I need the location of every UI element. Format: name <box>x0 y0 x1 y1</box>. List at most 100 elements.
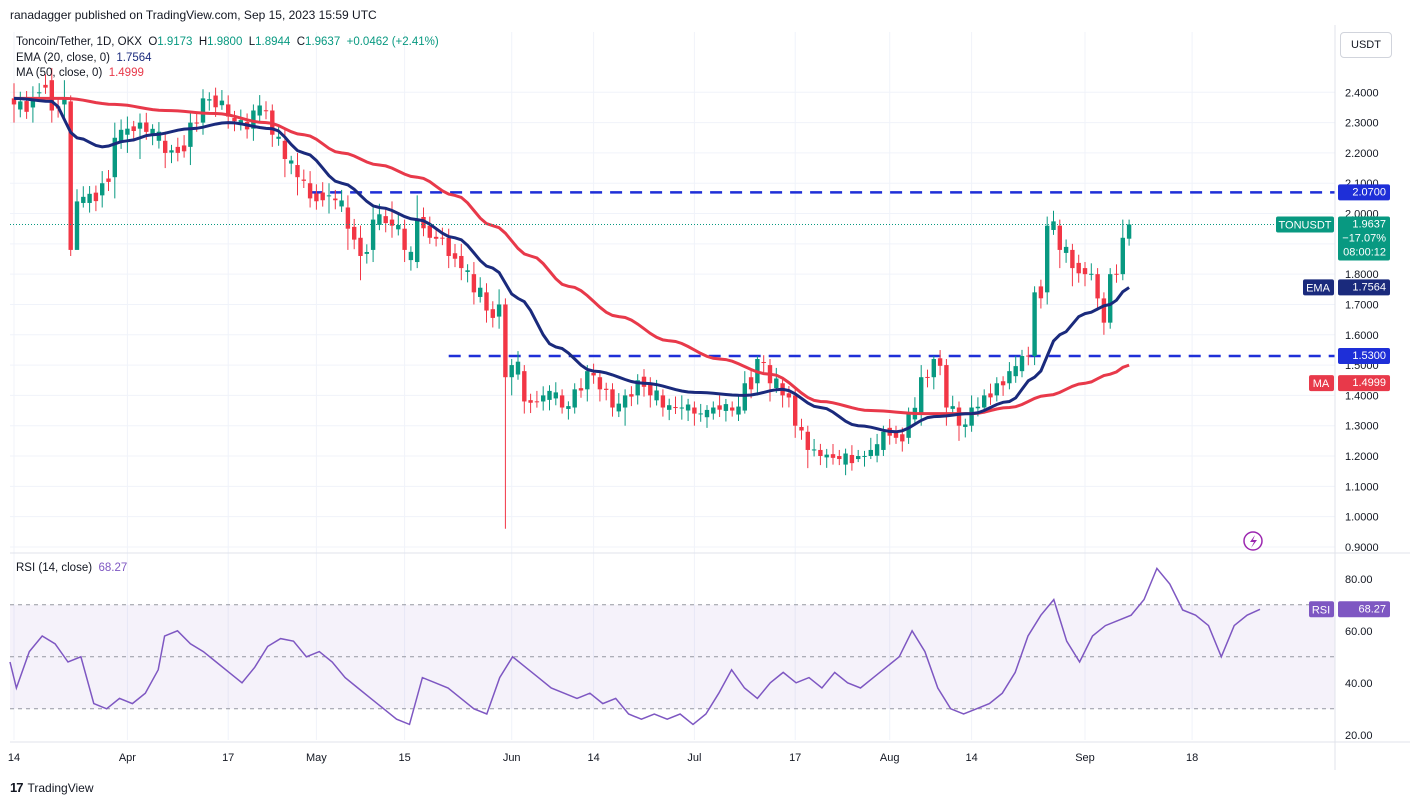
candle-body <box>622 395 628 408</box>
candle-body <box>282 140 288 159</box>
last-price-tag-text: 1.9637 <box>1352 218 1386 230</box>
ma-value-tag-box <box>1338 375 1390 392</box>
ma-legend-value: 1.4999 <box>108 67 144 79</box>
candle-body <box>1120 237 1125 275</box>
candlesticks <box>11 68 1132 529</box>
candle-body <box>484 292 489 311</box>
candle-body <box>742 383 747 411</box>
ma-50-line <box>14 96 1130 416</box>
symbol-tag-box <box>1276 216 1334 233</box>
candle-body <box>616 403 621 412</box>
ma-legend-row[interactable]: MA (50, close, 0) 1.4999 <box>16 66 439 82</box>
candle-body <box>944 365 949 408</box>
candle-body <box>774 378 779 389</box>
candle-body <box>730 407 735 411</box>
candle-body <box>994 383 999 396</box>
candle-body <box>383 216 388 224</box>
candle-body <box>805 431 810 450</box>
candle-body <box>446 237 451 256</box>
rsi-legend[interactable]: RSI (14, close) 68.27 <box>16 562 127 574</box>
time-tick-label: 18 <box>1186 752 1198 764</box>
candle-body <box>1095 274 1100 299</box>
open-key: O <box>148 36 158 48</box>
time-tick-label: 14 <box>965 752 977 764</box>
candle-body <box>459 255 464 269</box>
candle-body <box>1126 224 1132 239</box>
candle-body <box>87 193 92 203</box>
candle-body <box>421 217 426 229</box>
candle-body <box>408 251 414 261</box>
candle-body <box>175 146 180 153</box>
candle-body <box>862 455 867 457</box>
candle-body <box>289 160 294 164</box>
close-key: C <box>296 36 306 48</box>
ema-label-text: EMA <box>1306 282 1331 294</box>
candle-body <box>106 178 111 182</box>
candle-body <box>74 201 80 250</box>
candle-body <box>1026 355 1031 357</box>
candle-body <box>610 389 615 408</box>
ema-label-box <box>1303 279 1334 296</box>
candle-body <box>723 404 729 411</box>
candle-body <box>213 95 218 108</box>
time-tick-label: 14 <box>587 752 599 764</box>
candle-body <box>402 228 407 250</box>
candle-body <box>345 207 351 229</box>
candle-body <box>1101 298 1107 323</box>
tradingview-logo[interactable]: 17 TradingView <box>10 780 94 795</box>
low-value: 1.8944 <box>255 36 291 48</box>
candle-body <box>295 165 300 178</box>
rsi-value-tag-text: 68.27 <box>1358 603 1386 615</box>
rsi-tick-label: 40.00 <box>1345 678 1373 690</box>
ema-value-tag-box <box>1338 279 1390 296</box>
symbol-tag-text: TONUSDT <box>1279 219 1332 231</box>
candle-body <box>1114 273 1119 275</box>
candle-body <box>534 401 540 403</box>
ema-legend-row[interactable]: EMA (20, close, 0) 1.7564 <box>16 51 439 67</box>
candle-body <box>597 377 603 390</box>
candle-body <box>660 395 666 408</box>
candle-body <box>761 362 766 364</box>
candle-body <box>276 136 281 139</box>
candle-body <box>320 192 325 201</box>
candle-body <box>963 424 968 427</box>
candle-body <box>194 122 199 124</box>
open-value: 1.9173 <box>157 36 193 48</box>
candle-body <box>43 84 48 88</box>
ema-legend-label: EMA (20, close, 0) <box>16 51 110 64</box>
candle-body <box>314 193 319 202</box>
candle-body <box>799 426 804 431</box>
time-tick-label: Jul <box>687 752 701 764</box>
candle-body <box>893 431 899 438</box>
last-price-tag-text: 08:00:12 <box>1343 246 1386 258</box>
lower-level-tag-box <box>1338 347 1390 364</box>
time-tick-label: Apr <box>119 752 136 764</box>
candle-body <box>698 413 703 415</box>
candle-body <box>1019 355 1025 372</box>
candle-body <box>1038 286 1044 299</box>
candle-body <box>251 110 256 129</box>
candle-body <box>163 140 168 153</box>
symbol-row[interactable]: Toncoin/Tether, 1D, OKX O1.9173 H1.9800 … <box>16 35 439 51</box>
candle-body <box>553 392 558 399</box>
candle-body <box>1045 225 1050 293</box>
candle-body <box>856 456 861 460</box>
candle-body <box>364 252 369 254</box>
rsi-tick-label: 60.00 <box>1345 626 1373 638</box>
candle-body <box>919 377 924 414</box>
candle-body <box>566 406 571 409</box>
tradingview-logo-icon: 17 <box>10 780 24 795</box>
currency-button[interactable]: USDT <box>1340 32 1392 58</box>
price-tags: TONUSDT 1.9637 −17.07% 08:00:12 2.0700 1.5300… <box>1276 184 1390 618</box>
time-tick-label: 15 <box>398 752 410 764</box>
price-tick-label: 1.4000 <box>1345 390 1379 402</box>
change-value: +0.0462 (+2.41%) <box>346 36 439 48</box>
time-tick-label: May <box>306 752 327 764</box>
rsi-value-tag-box <box>1338 601 1390 618</box>
close-value: 1.9637 <box>305 36 341 48</box>
flash-icon-bolt <box>1250 535 1257 548</box>
candle-body <box>232 117 237 122</box>
candle-body <box>18 101 23 110</box>
flash-icon[interactable] <box>1243 531 1263 551</box>
